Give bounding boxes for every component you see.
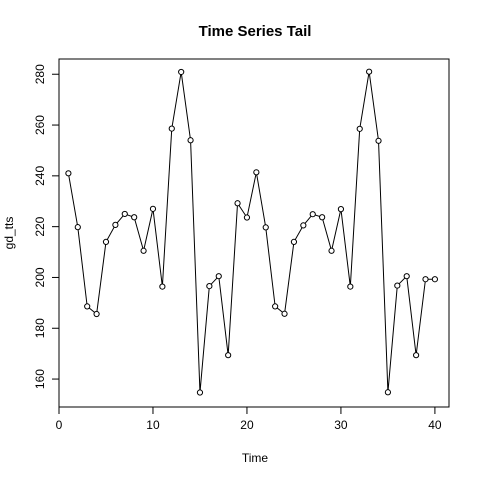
data-point [84, 303, 91, 310]
data-point [272, 303, 279, 310]
y-tick-label: 280 [33, 64, 47, 84]
data-point [131, 214, 138, 221]
data-point [413, 352, 420, 359]
data-point [431, 276, 439, 283]
y-tick-label: 240 [33, 166, 47, 186]
data-point [262, 224, 269, 231]
data-point [375, 137, 382, 144]
data-point [356, 125, 363, 132]
y-tick-label: 180 [33, 318, 47, 338]
data-point [403, 273, 410, 280]
data-point [347, 283, 354, 290]
data-point [309, 211, 316, 218]
x-tick-label: 40 [428, 418, 442, 432]
data-point [187, 137, 194, 144]
data-point [328, 247, 335, 254]
data-point [234, 200, 241, 207]
data-point [178, 68, 185, 76]
y-tick-label: 260 [33, 115, 47, 135]
data-point [168, 125, 175, 132]
data-point [290, 238, 298, 245]
data-point [337, 206, 345, 213]
data-point [112, 221, 119, 228]
data-point [384, 389, 392, 396]
data-point [121, 210, 128, 218]
data-point [300, 222, 307, 229]
chart-title: Time Series Tail [199, 23, 312, 40]
data-point [140, 247, 147, 254]
data-point [65, 170, 72, 177]
y-tick-label: 160 [33, 369, 47, 389]
data-point [215, 273, 222, 280]
data-point [281, 310, 288, 317]
data-point [253, 169, 260, 176]
y-axis-label: gd_tts [2, 217, 16, 250]
data-point [225, 352, 232, 359]
x-tick-label: 20 [240, 418, 254, 432]
data-point [394, 282, 401, 289]
x-tick-label: 30 [334, 418, 348, 432]
data-point [319, 214, 326, 221]
series-layer [65, 68, 439, 396]
data-point [366, 68, 373, 75]
x-axis: 0 10 20 30 40 [56, 406, 442, 432]
data-point [102, 238, 110, 245]
y-axis: 160 180 200 220 240 260 280 [33, 64, 60, 389]
data-point [93, 310, 100, 318]
series-line [67, 71, 435, 393]
x-tick-label: 0 [56, 418, 63, 432]
data-point [74, 224, 81, 231]
data-point [196, 389, 204, 396]
data-point [243, 214, 251, 221]
data-point [206, 282, 213, 290]
data-point [159, 283, 166, 290]
data-point [422, 276, 429, 283]
y-tick-label: 200 [33, 267, 47, 287]
x-tick-label: 10 [146, 418, 160, 432]
x-axis-label: Time [242, 451, 269, 465]
y-tick-label: 220 [33, 216, 47, 236]
data-point [149, 205, 157, 212]
